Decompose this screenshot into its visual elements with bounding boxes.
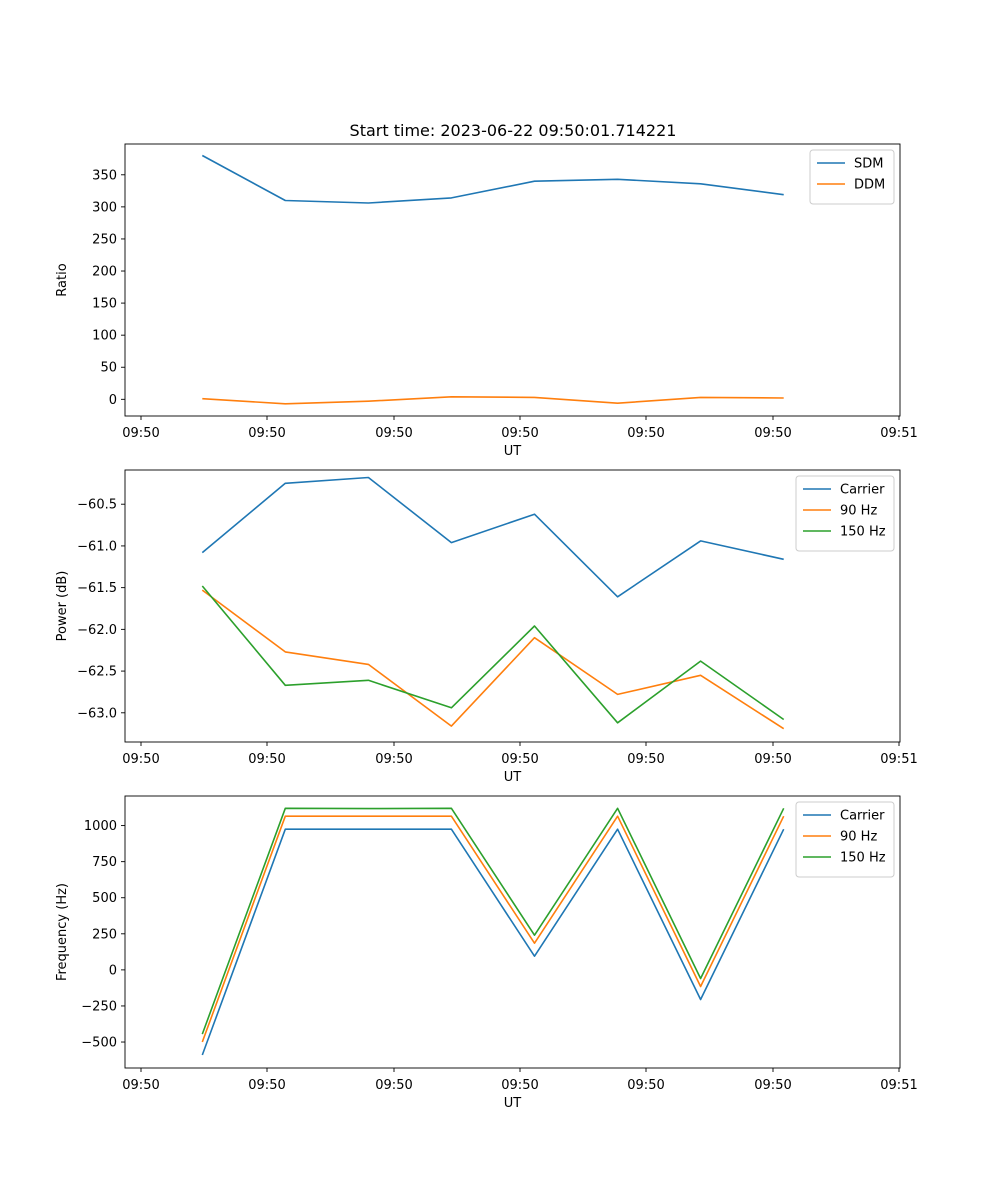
plot-frame xyxy=(124,795,901,1069)
x-tick-label: 09:51 xyxy=(880,1078,917,1093)
y-tick-label: −62.0 xyxy=(77,623,117,638)
legend-label: 90 Hz xyxy=(840,504,877,519)
x-tick-label: 09:50 xyxy=(375,752,412,767)
legend-box xyxy=(795,475,895,552)
x-tick-label: 09:50 xyxy=(754,752,791,767)
legend: Carrier 90 Hz 150 Hz xyxy=(795,475,895,552)
x-tick-label: 09:50 xyxy=(754,1078,791,1093)
y-tick-label: −61.0 xyxy=(77,539,117,554)
y-tick-label: −63.0 xyxy=(77,706,117,721)
x-tick-label: 09:50 xyxy=(122,426,159,441)
x-tick-label: 09:50 xyxy=(248,752,285,767)
y-tick-label: 50 xyxy=(100,361,117,376)
legend-label: DDM xyxy=(854,178,885,193)
x-tick-label: 09:50 xyxy=(248,426,285,441)
y-tick-label: −500 xyxy=(81,1036,117,1051)
legend-label: Carrier xyxy=(840,809,885,824)
x-tick-label: 09:50 xyxy=(627,426,664,441)
y-tick-label: 300 xyxy=(92,200,117,215)
legend-label: Carrier xyxy=(840,483,885,498)
series-line-90-hz xyxy=(201,815,785,1043)
x-tick-label: 09:50 xyxy=(501,426,538,441)
figure-title: Start time: 2023-06-22 09:50:01.714221 xyxy=(350,121,677,140)
legend-label: SDM xyxy=(854,157,883,172)
legend-label: 90 Hz xyxy=(840,830,877,845)
legend-box xyxy=(795,801,895,878)
legend: SDM DDM xyxy=(809,149,895,205)
series-line-150-hz xyxy=(201,807,785,1035)
chart-panel-2: −63.0 −62.5 −62.0 −61.5 −61.0 −60.5 09:50 09:50… xyxy=(55,469,918,785)
x-tick-label: 09:51 xyxy=(880,426,917,441)
x-axis-label: UT xyxy=(504,770,522,785)
y-tick-label: 200 xyxy=(92,265,117,280)
x-axis-label: UT xyxy=(504,1096,522,1111)
y-tick-label: 1000 xyxy=(84,819,117,834)
series-line-sdm xyxy=(201,154,784,204)
series-line-90-hz xyxy=(201,589,785,730)
x-tick-label: 09:50 xyxy=(627,752,664,767)
legend: Carrier 90 Hz 150 Hz xyxy=(795,801,895,878)
y-tick-label: −62.5 xyxy=(77,665,117,680)
y-tick-label: 250 xyxy=(92,927,117,942)
x-tick-label: 09:50 xyxy=(248,1078,285,1093)
y-tick-label: 0 xyxy=(109,393,117,408)
legend-label: 150 Hz xyxy=(840,525,886,540)
x-tick-label: 09:50 xyxy=(501,752,538,767)
x-tick-label: 09:50 xyxy=(627,1078,664,1093)
series-line-carrier xyxy=(201,828,785,1056)
series-line-150-hz xyxy=(201,585,785,724)
y-tick-label: 0 xyxy=(109,963,117,978)
chart-panel-1: 0 50 100 150 200 250 300 350 09:50 09:50 09:50 09:5… xyxy=(55,143,918,459)
series-line-carrier xyxy=(201,476,784,598)
y-axis-label: Power (dB) xyxy=(55,571,70,642)
x-tick-label: 09:50 xyxy=(122,1078,159,1093)
y-tick-label: −61.5 xyxy=(77,581,117,596)
plot-frame xyxy=(124,469,901,743)
legend-label: 150 Hz xyxy=(840,851,886,866)
plot-frame xyxy=(124,143,901,417)
x-tick-label: 09:50 xyxy=(375,426,412,441)
y-tick-label: 500 xyxy=(92,891,117,906)
series-line-ddm xyxy=(202,395,784,405)
x-tick-label: 09:50 xyxy=(501,1078,538,1093)
y-tick-label: −60.5 xyxy=(77,498,117,513)
y-axis-label: Frequency (Hz) xyxy=(55,883,70,981)
y-axis-label: Ratio xyxy=(55,263,70,296)
y-tick-label: 150 xyxy=(92,297,117,312)
y-tick-label: 750 xyxy=(92,855,117,870)
x-tick-label: 09:50 xyxy=(375,1078,412,1093)
x-tick-label: 09:50 xyxy=(754,426,791,441)
y-tick-label: 100 xyxy=(92,329,117,344)
x-axis-label: UT xyxy=(504,444,522,459)
chart-panel-3: −500 −250 0 250 500 750 1000 09:50 09:50 09:50 09:… xyxy=(55,795,918,1111)
x-tick-label: 09:51 xyxy=(880,752,917,767)
y-tick-label: 250 xyxy=(92,232,117,247)
y-tick-label: 350 xyxy=(92,168,117,183)
y-tick-label: −250 xyxy=(81,999,117,1014)
x-tick-label: 09:50 xyxy=(122,752,159,767)
